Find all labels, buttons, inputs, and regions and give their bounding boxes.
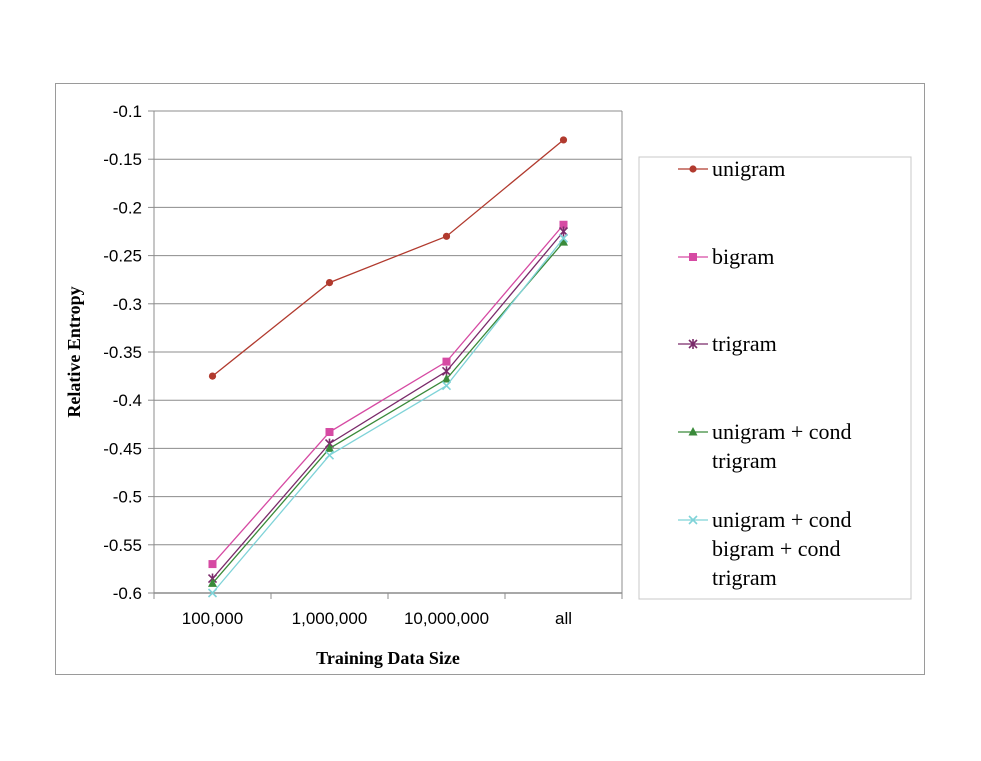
y-tick-label: -0.2 xyxy=(113,198,142,217)
series-5 xyxy=(207,233,569,598)
series-line xyxy=(212,241,564,584)
data-point xyxy=(442,232,451,240)
series-1 xyxy=(208,136,568,380)
series-line xyxy=(212,231,564,579)
legend-entry-3: trigram xyxy=(678,331,777,356)
legend-marker xyxy=(688,427,698,436)
data-point xyxy=(208,578,217,587)
legend-label: unigram + cond xyxy=(712,419,852,444)
x-tick-label: 1,000,000 xyxy=(292,609,368,628)
x-tick-label: all xyxy=(555,609,572,628)
legend-marker xyxy=(688,515,698,525)
legend-marker xyxy=(689,165,697,173)
y-tick-label: -0.4 xyxy=(113,391,142,410)
series-line xyxy=(212,237,565,594)
series-line xyxy=(212,139,564,377)
legend-marker xyxy=(689,253,697,261)
legend-label: unigram + cond xyxy=(712,507,852,532)
marker-stroke xyxy=(558,233,569,243)
data-point xyxy=(559,136,568,144)
legend-entry-2: bigram xyxy=(678,244,774,269)
y-tick-label: -0.3 xyxy=(113,295,142,314)
tick-labels: -0.1 -0.15 -0.2 -0.25 -0.3 -0.35 -0.4 -0.45 -0.5… xyxy=(103,102,572,628)
legend-label: bigram xyxy=(712,244,774,269)
data-point xyxy=(325,443,334,452)
x-axis-title: Training Data Size xyxy=(316,648,460,668)
data-point xyxy=(325,428,334,437)
y-tick-label: -0.15 xyxy=(103,150,142,169)
marker-stroke xyxy=(688,515,698,525)
data-point xyxy=(442,373,451,383)
data-point xyxy=(442,357,451,366)
axes xyxy=(148,110,623,599)
legend-marker xyxy=(688,339,698,349)
data-point xyxy=(208,372,217,380)
legend-label: unigram xyxy=(712,156,785,181)
series-3 xyxy=(207,226,569,584)
data-point xyxy=(558,233,569,243)
line-chart: -0.1 -0.15 -0.2 -0.25 -0.3 -0.35 -0.4 -0.45 -0.5… xyxy=(64,102,912,668)
legend-label: trigram xyxy=(712,331,777,356)
y-tick-label: -0.25 xyxy=(103,247,142,266)
series-4 xyxy=(208,237,568,587)
data-point xyxy=(559,220,568,229)
legend-label: trigram xyxy=(712,565,777,590)
legend-box xyxy=(638,156,912,600)
data-point xyxy=(324,450,335,460)
y-tick-label: -0.1 xyxy=(113,102,142,121)
data-point xyxy=(207,588,218,598)
legend-entry-5: unigram + cond bigram + cond trigram xyxy=(678,507,852,590)
legend-entry-4: unigram + cond trigram xyxy=(678,419,852,473)
legend-label: trigram xyxy=(712,448,777,473)
y-tick-label: -0.6 xyxy=(113,584,142,603)
data-point xyxy=(558,226,569,237)
y-tick-label: -0.45 xyxy=(103,439,142,458)
marker-stroke xyxy=(324,450,335,460)
marker-stroke xyxy=(207,588,218,598)
gridlines xyxy=(154,110,622,546)
data-point xyxy=(325,278,334,287)
legend-entry-1: unigram xyxy=(678,156,785,181)
data-point xyxy=(441,381,452,391)
chart-frame: -0.1 -0.15 -0.2 -0.25 -0.3 -0.35 -0.4 -0.45 -0.5… xyxy=(55,83,925,675)
marker-stroke xyxy=(441,381,452,391)
y-tick-label: -0.35 xyxy=(103,343,142,362)
series-lines xyxy=(207,136,569,598)
series-line xyxy=(212,224,564,565)
x-tick-label: 10,000,000 xyxy=(404,609,489,628)
series-2 xyxy=(208,220,568,569)
data-point xyxy=(208,560,217,569)
x-tick-label: 100,000 xyxy=(182,609,243,628)
y-tick-label: -0.5 xyxy=(113,488,142,507)
legend: unigram bigram trigram unigram + cond trigra… xyxy=(638,156,912,600)
legend-label: bigram + cond xyxy=(712,536,841,561)
y-axis-title: Relative Entropy xyxy=(64,286,84,417)
y-tick-label: -0.55 xyxy=(103,536,142,555)
data-point xyxy=(559,237,568,246)
